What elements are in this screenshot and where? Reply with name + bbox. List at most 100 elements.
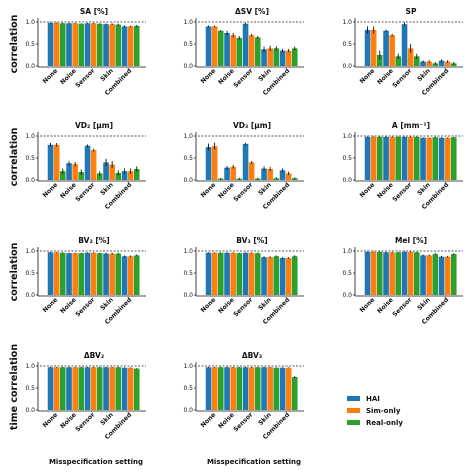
ytick-label: 1.0 — [25, 19, 35, 26]
xtick-label-sensor: Sensor — [232, 411, 255, 434]
bar-hai-noise — [383, 136, 389, 180]
legend-label-real-only: Real-only — [366, 419, 403, 427]
bar-hai-sensor — [401, 251, 408, 295]
bar-sim-only-skin — [426, 255, 432, 295]
bar-real-only-noise — [78, 23, 85, 66]
bar-sim-only-none — [370, 29, 377, 67]
xtick-label-skin: Skin — [257, 181, 273, 197]
bar-sim-only-sensor — [90, 23, 97, 66]
bar-hai-noise — [224, 367, 230, 410]
bar-sim-only-noise — [72, 253, 78, 295]
panel-title: ΔBV₃ — [242, 351, 262, 360]
ytick-label: 0.5 — [342, 270, 352, 277]
bar-real-only-noise — [236, 367, 243, 410]
bar-hai-none — [364, 251, 371, 295]
bar-real-only-combined — [291, 48, 298, 66]
legend-swatch-sim-only — [347, 408, 360, 413]
bar-hai-skin — [103, 253, 109, 295]
panel-title: ΔBV₂ — [84, 351, 104, 360]
bar-real-only-noise — [78, 253, 85, 295]
xtick-label-sensor: Sensor — [74, 181, 97, 204]
bar-sim-only-sensor — [407, 251, 414, 295]
xtick-label-sensor: Sensor — [232, 67, 255, 90]
xtick-label-sensor: Sensor — [391, 67, 414, 90]
panel-title: SA [%] — [80, 7, 108, 16]
bar-sim-only-sensor — [248, 162, 255, 180]
xtick-label-skin: Skin — [416, 67, 432, 83]
bar-hai-noise — [383, 30, 389, 66]
legend: HAI Sim-only Real-only — [347, 395, 403, 427]
xtick-label-skin: Skin — [257, 67, 273, 83]
row-labels: correlation correlation correlation time… — [9, 14, 20, 430]
bar-real-only-combined — [133, 255, 140, 295]
bar-sim-only-skin — [267, 257, 273, 295]
bar-real-only-skin — [115, 24, 122, 66]
ytick-label: 1.0 — [25, 133, 35, 140]
ytick-label: 1.0 — [183, 248, 193, 255]
bar-hai-skin — [261, 49, 267, 66]
panel-title: VD₂ [μm] — [75, 121, 113, 130]
legend-swatch-real-only — [347, 420, 360, 425]
bar-hai-none — [205, 252, 212, 295]
ytick-label: 0.0 — [25, 407, 35, 414]
xtick-label-none: None — [200, 181, 218, 199]
bar-hai-none — [47, 22, 54, 67]
bar-sim-only-sensor — [90, 367, 97, 410]
bar-real-only-skin — [273, 48, 280, 66]
bar-real-only-sensor — [413, 136, 420, 180]
ytick-label: 0.5 — [25, 385, 35, 392]
bar-sim-only-sensor — [248, 35, 255, 66]
legend-label-hai: HAI — [366, 395, 380, 403]
bar-real-only-noise — [236, 37, 243, 66]
ytick-label: 0.0 — [25, 292, 35, 299]
bar-hai-noise — [224, 252, 230, 295]
ytick-label: 1.0 — [183, 363, 193, 370]
bar-sim-only-combined — [285, 367, 292, 410]
xtick-label-skin: Skin — [257, 296, 273, 312]
bar-real-only-sensor — [96, 253, 103, 295]
bar-hai-noise — [66, 23, 72, 66]
bar-sim-only-combined — [285, 50, 292, 66]
bar-real-only-skin — [432, 254, 439, 295]
row-ylabel-1: correlation — [9, 14, 20, 73]
xtick-label-none: None — [200, 411, 218, 429]
ytick-label: 0.5 — [183, 155, 193, 162]
xtick-label-sensor: Sensor — [74, 411, 97, 434]
ytick-label: 1.0 — [342, 19, 352, 26]
ytick-label: 0.0 — [183, 292, 193, 299]
xtick-label-none: None — [359, 181, 377, 199]
bar-sim-only-skin — [426, 137, 432, 180]
ytick-label: 0.0 — [342, 177, 352, 184]
bar-hai-combined — [121, 367, 128, 410]
bar-sim-only-skin — [267, 367, 273, 410]
ytick-label: 0.5 — [183, 270, 193, 277]
bar-sim-only-combined — [127, 26, 134, 66]
bar-hai-skin — [420, 255, 426, 295]
bar-sim-only-sensor — [248, 252, 255, 295]
xtick-label-sensor: Sensor — [232, 181, 255, 204]
bar-hai-sensor — [84, 23, 91, 66]
bar-hai-sensor — [242, 252, 249, 295]
bar-sim-only-skin — [109, 164, 115, 180]
bar-sim-only-combined — [127, 171, 134, 180]
bar-sim-only-none — [53, 367, 60, 410]
xtick-label-sensor: Sensor — [74, 67, 97, 90]
bar-real-only-none — [217, 30, 224, 66]
bar-real-only-sensor — [96, 367, 103, 410]
bar-hai-combined — [438, 60, 445, 66]
bar-real-only-skin — [115, 172, 122, 180]
xtick-label-skin: Skin — [416, 181, 432, 197]
bar-sim-only-skin — [267, 48, 273, 66]
bar-sim-only-sensor — [407, 48, 414, 66]
bar-sim-only-noise — [230, 166, 236, 180]
xtick-label-sensor: Sensor — [232, 296, 255, 319]
xtick-label-skin: Skin — [416, 296, 432, 312]
bar-sim-only-none — [53, 22, 60, 67]
bar-hai-skin — [103, 24, 109, 66]
xtick-label-skin: Skin — [99, 296, 115, 312]
bar-real-only-none — [217, 367, 224, 410]
